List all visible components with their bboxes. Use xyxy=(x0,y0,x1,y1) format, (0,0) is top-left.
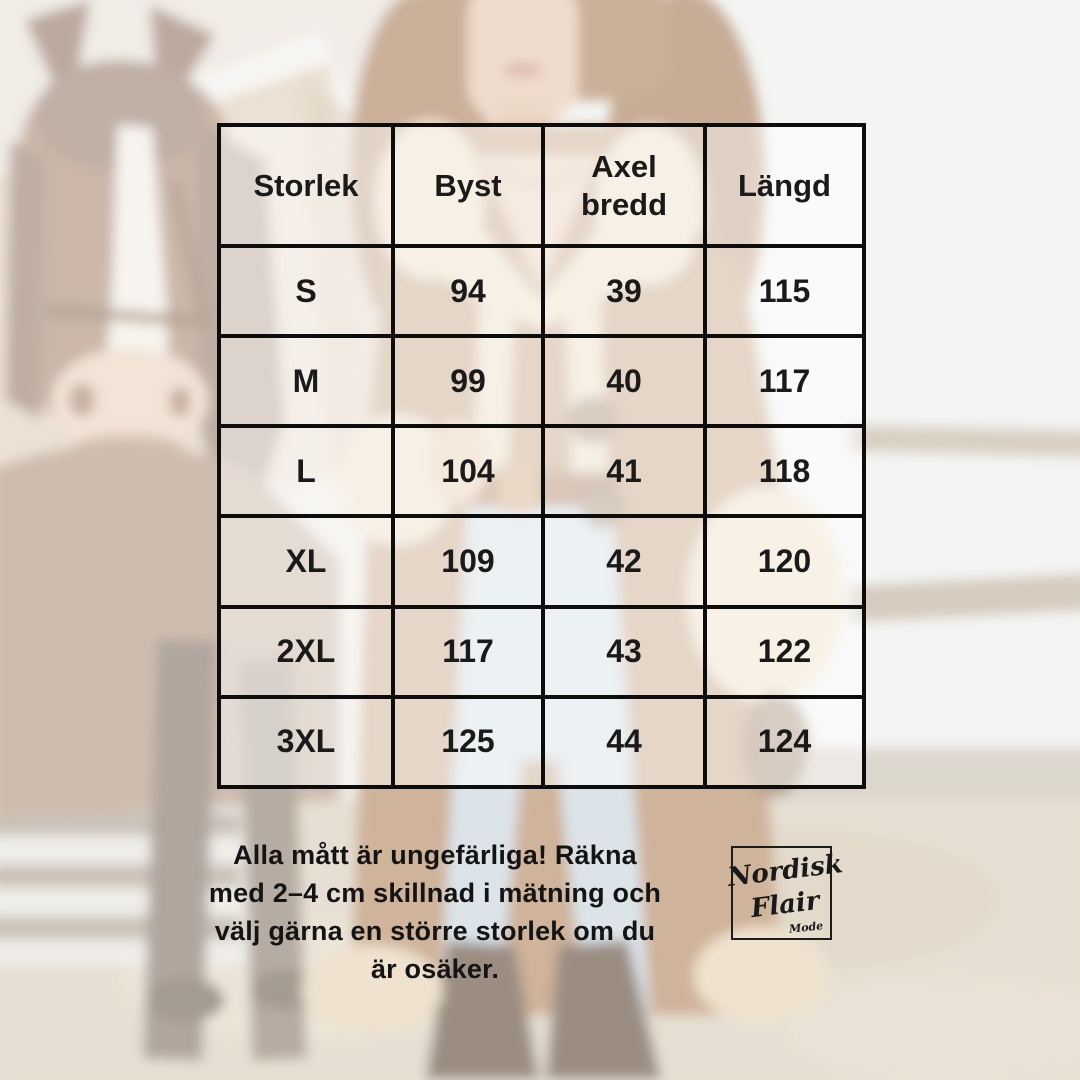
table-header-row: Storlek Byst Axel bredd Längd xyxy=(217,123,866,248)
note-line: välj gärna en större storlek om du xyxy=(214,916,656,946)
byst-cell: 125 xyxy=(391,694,545,790)
langd-cell: 122 xyxy=(703,604,866,699)
axel-cell: 43 xyxy=(541,604,707,699)
langd-cell: 115 xyxy=(703,243,866,339)
byst-cell: 104 xyxy=(391,424,545,519)
ground-patch xyxy=(790,980,1080,1080)
byst-cell: 117 xyxy=(391,604,545,699)
langd-cell: 118 xyxy=(703,424,866,519)
table-row-xl: XL 109 42 120 xyxy=(217,514,866,609)
note-line: Alla mått är ungefärliga! Räkna xyxy=(233,840,637,870)
column-header-axel-bredd: Axel bredd xyxy=(541,123,707,248)
fence-rail-lower xyxy=(849,573,1080,623)
langd-cell: 124 xyxy=(703,694,866,790)
byst-cell: 109 xyxy=(391,514,545,609)
axel-cell: 39 xyxy=(541,243,707,339)
measurement-note: Alla mått är ungefärliga! Räkna med 2–4 … xyxy=(150,836,720,988)
note-line: med 2–4 cm skillnad i mätning och xyxy=(208,878,662,908)
size-cell: S xyxy=(217,243,395,339)
brand-subtitle: Mode xyxy=(788,919,824,936)
size-cell: 3XL xyxy=(217,694,395,790)
table-row-m: M 99 40 117 xyxy=(217,334,866,429)
byst-cell: 94 xyxy=(391,243,545,339)
note-line: är osäker. xyxy=(370,954,500,984)
column-header-byst: Byst xyxy=(391,123,545,248)
langd-cell: 120 xyxy=(703,514,866,609)
size-cell: 2XL xyxy=(217,604,395,699)
axel-cell: 41 xyxy=(541,424,707,519)
brand-logo: Nordisk Flair Mode xyxy=(726,846,845,940)
column-header-langd: Längd xyxy=(703,123,866,248)
table-row-s: S 94 39 115 xyxy=(217,243,866,339)
table-row-l: L 104 41 118 xyxy=(217,424,866,519)
size-cell: L xyxy=(217,424,395,519)
axel-cell: 44 xyxy=(541,694,707,790)
table-row-2xl: 2XL 117 43 122 xyxy=(217,604,866,699)
size-table: Storlek Byst Axel bredd Längd S 94 39 11… xyxy=(217,123,866,790)
axel-cell: 42 xyxy=(541,514,707,609)
size-cell: M xyxy=(217,334,395,429)
langd-cell: 117 xyxy=(703,334,866,429)
byst-cell: 99 xyxy=(391,334,545,429)
table-row-3xl: 3XL 125 44 124 xyxy=(217,694,866,790)
size-cell: XL xyxy=(217,514,395,609)
axel-cell: 40 xyxy=(541,334,707,429)
fence-rail-upper xyxy=(849,424,1080,458)
column-header-storlek: Storlek xyxy=(217,123,395,248)
